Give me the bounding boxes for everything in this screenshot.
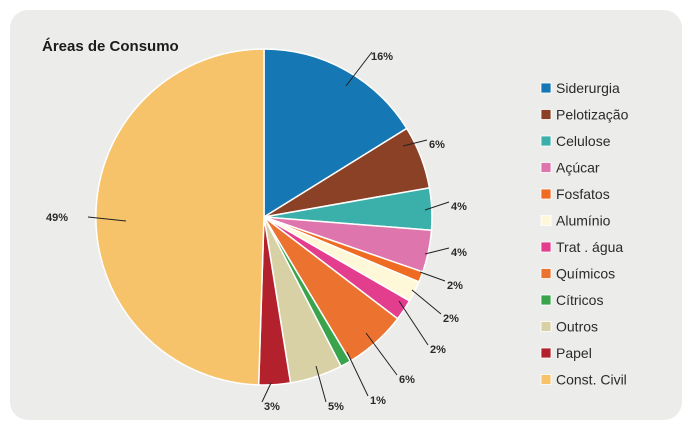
legend-label: Açúcar [556, 160, 600, 176]
data-label: 2% [443, 313, 459, 325]
legend-swatch [540, 294, 552, 306]
leader-line [365, 332, 398, 376]
data-label: 6% [399, 374, 415, 386]
data-label: 16% [371, 51, 393, 63]
leader-line [411, 289, 442, 315]
legend-item-acucar: Açúcar [540, 160, 600, 176]
legend-label: Fosfatos [556, 186, 610, 202]
data-label: 2% [447, 280, 463, 292]
data-label: 6% [429, 139, 445, 151]
legend-swatch [540, 188, 552, 200]
legend-label: Outros [556, 319, 598, 335]
pie-slices [95, 48, 433, 386]
data-label: 3% [264, 401, 280, 413]
leader-line [419, 271, 446, 282]
legend-label: Químicos [556, 266, 615, 282]
legend-label: Trat . água [556, 239, 623, 255]
leader-line [345, 51, 373, 87]
legend-item-const-civil: Const. Civil [540, 372, 627, 388]
leader-line [87, 216, 127, 222]
data-label: 2% [430, 344, 446, 356]
leader-line [424, 201, 450, 211]
legend-label: Alumínio [556, 213, 611, 229]
leader-line [261, 382, 272, 403]
data-label: 5% [328, 401, 344, 413]
legend-item-citricos: Cítricos [540, 292, 603, 308]
legend-swatch [540, 268, 552, 279]
legend-swatch [540, 321, 552, 332]
legend-label: Pelotização [556, 107, 629, 123]
legend: Siderurgia Pelotização Celulose Açúcar Fosfa… [540, 80, 629, 388]
leader-line [398, 300, 429, 346]
legend-item-fosfatos: Fosfatos [540, 186, 610, 202]
legend-item-pelotizacao: Pelotização [540, 107, 629, 123]
chart-title: Áreas de Consumo [42, 38, 179, 55]
data-label: 1% [370, 395, 386, 407]
legend-item-quimicos: Químicos [540, 266, 615, 282]
legend-label: Cítricos [556, 292, 603, 308]
legend-swatch [540, 109, 552, 120]
legend-label: Papel [556, 345, 592, 361]
legend-item-trat-agua: Trat . água [540, 239, 623, 255]
leader-line [315, 365, 327, 403]
legend-item-aluminio: Alumínio [540, 213, 611, 229]
leader-line [346, 351, 369, 397]
legend-swatch [540, 135, 552, 147]
legend-swatch [540, 215, 552, 226]
legend-label: Const. Civil [556, 372, 627, 388]
legend-swatch [540, 347, 552, 359]
legend-label: Siderurgia [556, 80, 620, 96]
data-label: 4% [451, 201, 467, 213]
legend-item-outros: Outros [540, 319, 598, 335]
legend-item-siderurgia: Siderurgia [540, 80, 620, 96]
data-label: 4% [451, 247, 467, 259]
legend-swatch [540, 374, 552, 385]
legend-label: Celulose [556, 133, 611, 149]
legend-item-papel: Papel [540, 345, 592, 361]
data-label: 49% [46, 212, 68, 224]
slice-const-civil [95, 48, 265, 386]
legend-swatch [540, 241, 552, 253]
legend-swatch [540, 162, 552, 173]
legend-item-celulose: Celulose [540, 133, 611, 149]
leader-line [402, 139, 428, 147]
pie-labels: 16% 6% 4% 4% 2% 2% 2% 6% 1% 5% 3% 49% [46, 51, 467, 413]
slice-siderurgia [263, 48, 408, 219]
leader-line [424, 247, 450, 255]
legend-swatch [540, 82, 552, 94]
